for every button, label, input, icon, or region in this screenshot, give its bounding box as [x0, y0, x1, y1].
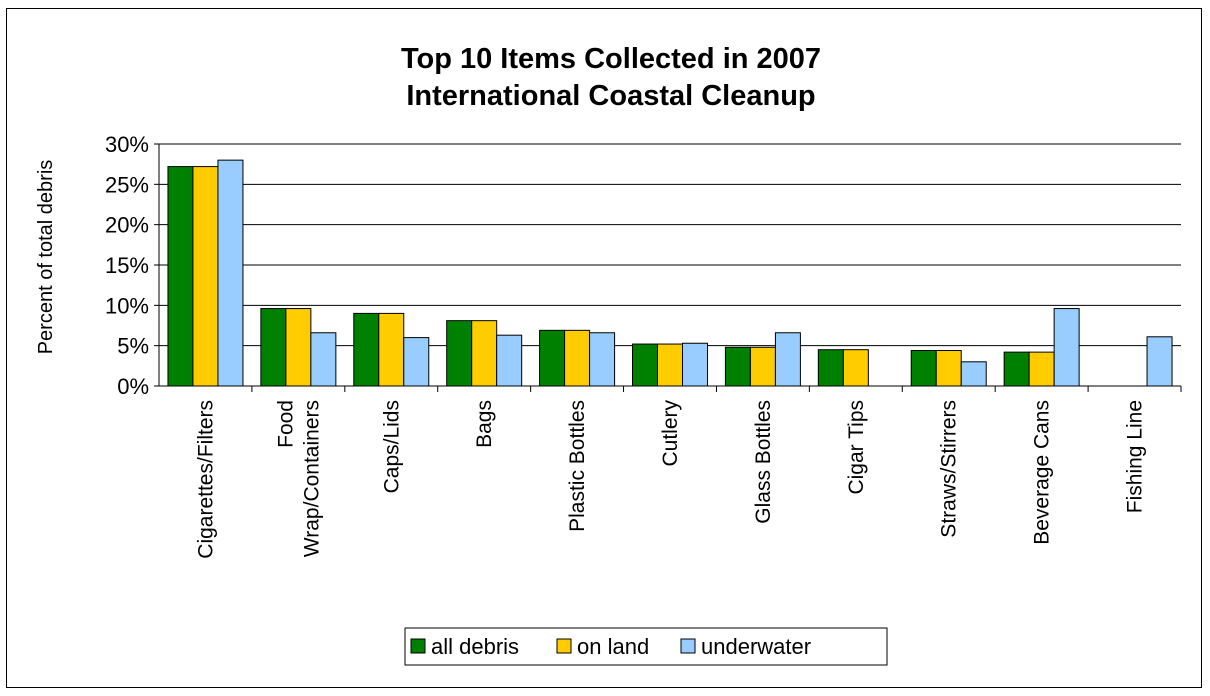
bar-chart: Top 10 Items Collected in 2007 Internatio…	[35, 43, 1182, 666]
bar	[217, 159, 244, 387]
bar	[285, 308, 312, 387]
bar	[471, 320, 498, 387]
bar	[682, 342, 708, 387]
x-category-label: Food	[274, 400, 297, 448]
bar	[842, 349, 869, 387]
bar	[774, 332, 801, 387]
bar	[657, 343, 683, 387]
legend-label: all debris	[431, 634, 519, 659]
chart-title-line: Top 10 Items Collected in 2007	[401, 43, 821, 75]
bar	[1003, 351, 1030, 387]
bar	[564, 329, 591, 387]
chart-title-line: International Coastal Cleanup	[406, 80, 815, 112]
legend-swatch	[680, 638, 696, 654]
bar	[1146, 336, 1173, 387]
x-category-label: Glass Bottles	[752, 400, 775, 524]
x-category-label: Beverage Cans	[1031, 400, 1054, 545]
x-category-label: Caps/Lids	[380, 400, 403, 493]
x-category-label: Cutlery	[659, 400, 682, 467]
bar	[1028, 351, 1055, 387]
bar	[817, 349, 844, 387]
y-tick-label: 15%	[105, 253, 149, 278]
bar	[539, 329, 566, 387]
x-category-label: Cigarettes/Filters	[194, 400, 217, 559]
legend-swatch	[556, 638, 572, 654]
bar	[935, 350, 962, 387]
bar	[724, 346, 751, 387]
x-category-label: Cigar Tips	[845, 400, 868, 495]
y-tick-label: 25%	[105, 172, 149, 197]
x-category-label: Wrap/Containers	[300, 400, 323, 557]
y-tick-label: 5%	[117, 334, 149, 359]
legend-swatch	[410, 638, 426, 654]
y-tick-label: 0%	[117, 374, 149, 399]
bar	[353, 312, 380, 387]
y-tick-label: 20%	[105, 213, 149, 238]
legend-box	[404, 627, 888, 666]
y-tick-label: 10%	[105, 293, 149, 318]
bar	[260, 308, 287, 387]
y-tick-label: 30%	[105, 132, 149, 157]
bar	[403, 337, 430, 387]
bar	[496, 334, 523, 387]
y-axis-label: Percent of total debris	[35, 160, 57, 355]
bar	[378, 312, 405, 387]
bar	[749, 346, 776, 387]
bar	[910, 350, 937, 387]
bar	[960, 361, 987, 387]
x-category-label: Straws/Stirrers	[938, 400, 961, 538]
x-category-label: Fishing Line	[1124, 400, 1147, 513]
legend-label: on land	[577, 634, 649, 659]
bar	[632, 343, 658, 387]
x-category-label: Plastic Bottles	[566, 400, 589, 532]
chart-frame: Top 10 Items Collected in 2007 Internatio…	[6, 8, 1202, 688]
bar	[310, 332, 337, 387]
bar	[589, 332, 616, 387]
x-category-label: Bags	[473, 400, 496, 448]
bar	[192, 166, 219, 387]
bar	[1053, 308, 1080, 387]
bar	[446, 320, 473, 387]
bar	[167, 166, 194, 387]
legend-label: underwater	[701, 634, 811, 659]
